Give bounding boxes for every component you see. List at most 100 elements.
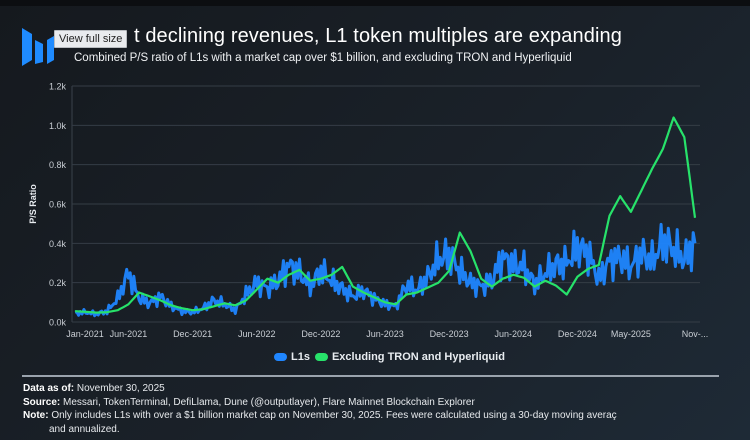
series-line-excluding <box>74 116 697 314</box>
x-tick-label: Dec-2022 <box>301 329 340 339</box>
chart-title: t declining revenues, L1 token multiples… <box>134 25 622 47</box>
data-point-excluding <box>523 277 525 279</box>
chart-subtitle: Combined P/S ratio of L1s with a market … <box>74 52 572 64</box>
data-point-excluding <box>299 269 301 271</box>
x-tick-label: May-2025 <box>611 329 651 339</box>
data-point-l1s <box>694 243 696 245</box>
data-point-l1s <box>160 296 162 298</box>
data-point-l1s <box>256 282 258 284</box>
data-point-excluding <box>651 168 653 170</box>
data-point-l1s <box>598 278 600 280</box>
data-point-excluding <box>106 311 108 313</box>
data-point-l1s <box>181 310 183 312</box>
data-point-l1s <box>267 288 269 290</box>
line-chart: 0.0k 0.2k 0.4k 0.6k 0.8k 1.0k 1.2k P/S Ratio Jan… <box>28 82 709 340</box>
data-point-l1s <box>673 248 675 250</box>
note-value: Only includes L1s with over a $1 billion… <box>48 410 617 421</box>
data-point-excluding <box>192 309 194 311</box>
x-tick-label: Jun-2021 <box>110 329 148 339</box>
data-point-l1s <box>609 260 611 262</box>
data-point-excluding <box>534 286 536 288</box>
data-point-l1s <box>630 266 632 268</box>
x-tick-label: Dec-2023 <box>430 329 469 339</box>
x-tick-label: Dec-2024 <box>558 329 597 339</box>
data-point-l1s <box>566 262 568 264</box>
data-point-excluding <box>288 274 290 276</box>
source-value: Messari, TokenTerminal, DefiLlama, Dune … <box>60 396 475 408</box>
data-point-excluding <box>96 312 98 314</box>
y-tick-label: 0.6k <box>49 200 67 210</box>
data-point-excluding <box>694 217 696 219</box>
data-point-l1s <box>438 258 440 260</box>
legend-label-excluding: Excluding TRON and Hyperliquid <box>331 351 505 363</box>
data-point-l1s <box>502 256 504 258</box>
legend-swatch-l1s <box>274 353 287 361</box>
data-point-l1s <box>149 303 151 305</box>
data-point-l1s <box>577 246 579 248</box>
data-point-l1s <box>213 300 215 302</box>
data-point-excluding <box>406 294 408 296</box>
data-point-l1s <box>192 311 194 313</box>
source-line: Source: Messari, TokenTerminal, DefiLlam… <box>23 396 617 410</box>
data-point-excluding <box>149 296 151 298</box>
data-point-excluding <box>555 285 557 287</box>
data-point-l1s <box>491 280 493 282</box>
data-point-excluding <box>213 305 215 307</box>
data-point-excluding <box>85 311 87 313</box>
y-tick-label: 0.8k <box>49 160 67 170</box>
data-point-l1s <box>138 298 140 300</box>
data-point-excluding <box>427 287 429 289</box>
data-point-excluding <box>641 189 643 191</box>
data-point-l1s <box>352 296 354 298</box>
data-point-l1s <box>235 309 237 311</box>
data-point-excluding <box>245 300 247 302</box>
data-point-excluding <box>74 310 76 312</box>
note-continuation: and annualized. <box>49 423 120 435</box>
data-point-excluding <box>619 195 621 197</box>
data-point-excluding <box>566 294 568 296</box>
data-point-excluding <box>309 280 311 282</box>
data-point-l1s <box>641 252 643 254</box>
y-tick-label: 0.0k <box>49 318 67 328</box>
data-point-l1s <box>395 305 397 307</box>
data-point-excluding <box>117 309 119 311</box>
data-point-l1s <box>320 270 322 272</box>
data-point-excluding <box>374 297 376 299</box>
y-tick-label: 0.4k <box>49 239 67 249</box>
data-point-excluding <box>170 304 172 306</box>
data-point-excluding <box>598 264 600 266</box>
data-point-excluding <box>630 211 632 213</box>
data-point-l1s <box>545 272 547 274</box>
data-point-l1s <box>480 286 482 288</box>
data-point-excluding <box>416 292 418 294</box>
legend-item-l1s[interactable]: L1s <box>274 351 310 363</box>
data-point-l1s <box>309 286 311 288</box>
x-tick-label: Nov-... <box>682 329 709 339</box>
data-point-excluding <box>181 307 183 309</box>
note-line: Note: Only includes L1s with over a $1 b… <box>23 409 617 423</box>
data-point-excluding <box>202 308 204 310</box>
data-as-of-value: November 30, 2025 <box>74 383 165 394</box>
data-point-l1s <box>245 294 247 296</box>
data-as-of-label: Data as of: <box>23 383 75 394</box>
data-point-excluding <box>662 148 664 150</box>
x-tick-label: Dec-2021 <box>173 329 212 339</box>
legend-item-excluding[interactable]: Excluding TRON and Hyperliquid <box>314 351 505 363</box>
source-label: Source: <box>23 396 61 408</box>
view-full-size-button[interactable]: View full size <box>54 30 128 48</box>
data-point-excluding <box>138 292 140 294</box>
series-line-l1s <box>74 222 697 318</box>
data-point-excluding <box>331 274 333 276</box>
data-as-of: Data as of: November 30, 2025 <box>23 382 617 396</box>
data-point-excluding <box>256 289 258 291</box>
data-point-l1s <box>117 298 119 300</box>
data-point-l1s <box>619 256 621 258</box>
data-point-excluding <box>459 232 461 234</box>
data-point-l1s <box>448 254 450 256</box>
data-point-excluding <box>448 270 450 272</box>
data-point-excluding <box>684 136 686 138</box>
data-point-excluding <box>512 274 514 276</box>
note-label: Note: <box>23 410 49 421</box>
data-point-l1s <box>331 280 333 282</box>
footer-divider <box>22 375 719 377</box>
